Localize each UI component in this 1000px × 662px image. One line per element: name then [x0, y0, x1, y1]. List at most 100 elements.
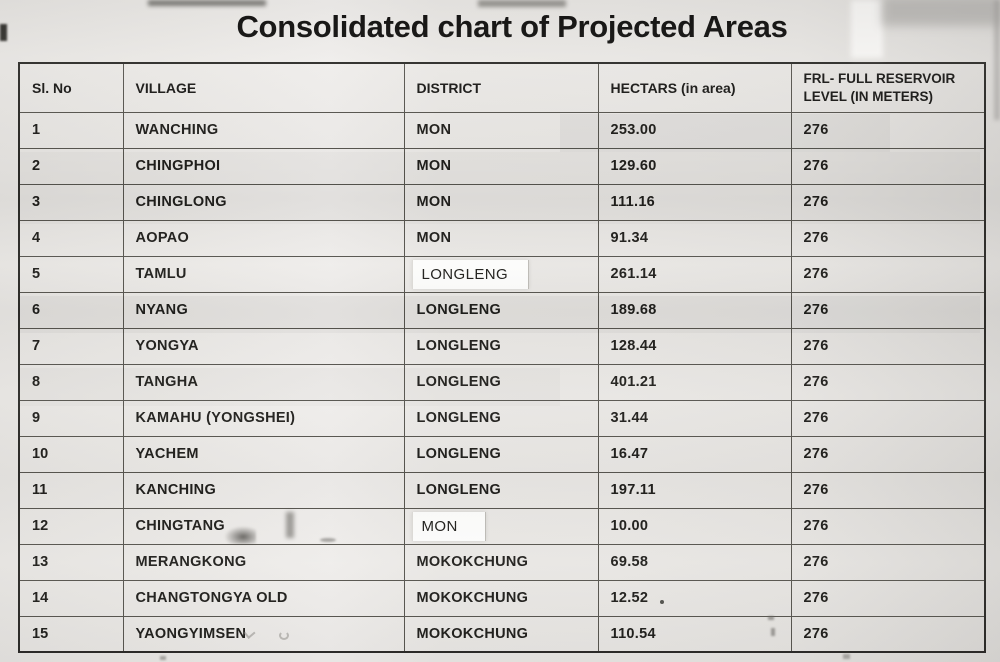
serial-cell: 8 — [18, 363, 124, 401]
district-cell: LONGLENG — [403, 327, 599, 365]
serial-cell: 12 — [18, 507, 124, 545]
hectars-cell: 111.16 — [597, 183, 792, 221]
serial-cell: 9 — [18, 399, 124, 437]
serial-cell: 4 — [18, 219, 124, 257]
village-cell: TANGHA — [122, 363, 405, 401]
header-district: DISTRICT — [403, 62, 599, 113]
frl-cell: 276 — [790, 471, 986, 509]
district-cell: LONGLENG — [403, 471, 599, 509]
serial-cell: 5 — [18, 255, 124, 293]
hectars-cell: 110.54 — [597, 615, 792, 653]
village-cell: YAONGYIMSEN — [122, 615, 405, 653]
district-cell: MON — [403, 507, 599, 545]
hectars-cell: 401.21 — [597, 363, 792, 401]
serial-cell: 7 — [18, 327, 124, 365]
header-row: Sl. No VILLAGE DISTRICT HECTARS (in area… — [18, 62, 986, 113]
village-cell: CHANGTONGYA OLD — [122, 579, 405, 617]
header-village: VILLAGE — [122, 62, 405, 113]
hectars-cell: 189.68 — [597, 291, 792, 329]
frl-cell: 276 — [790, 219, 986, 257]
frl-cell: 276 — [790, 399, 986, 437]
hectars-cell: 197.11 — [597, 471, 792, 509]
scan-artifact — [478, 0, 566, 7]
serial-cell: 15 — [18, 615, 124, 653]
frl-cell: 276 — [790, 183, 986, 221]
district-cell: MON — [403, 111, 599, 149]
hectars-cell: 69.58 — [597, 543, 792, 581]
serial-cell: 14 — [18, 579, 124, 617]
village-cell: AOPAO — [122, 219, 405, 257]
table-body: 1 WANCHING MON 253.00 276 2 CHINGPHOI MON 129.60… — [18, 111, 986, 653]
page-title: Consolidated chart of Projected Areas — [236, 9, 788, 44]
village-cell: CHINGTANG — [122, 507, 405, 545]
hectars-cell: 12.52 — [597, 579, 792, 617]
frl-cell: 276 — [790, 543, 986, 581]
correction-patch: MON — [411, 511, 486, 541]
serial-cell: 3 — [18, 183, 124, 221]
serial-cell: 2 — [18, 147, 124, 185]
frl-cell: 276 — [790, 291, 986, 329]
village-cell: NYANG — [122, 291, 405, 329]
table-row: 9 KAMAHU (YONGSHEI) LONGLENG 31.44 276 — [18, 399, 986, 437]
village-cell: CHINGLONG — [122, 183, 405, 221]
frl-cell: 276 — [790, 255, 986, 293]
serial-cell: 10 — [18, 435, 124, 473]
district-cell: LONGLENG — [403, 255, 599, 293]
table-row: 3 CHINGLONG MON 111.16 276 — [18, 183, 986, 221]
frl-cell: 276 — [790, 327, 986, 365]
table-row: 13 MERANGKONG MOKOKCHUNG 69.58 276 — [18, 543, 986, 581]
correction-patch: LONGLENG — [411, 259, 530, 289]
projected-areas-table: Sl. No VILLAGE DISTRICT HECTARS (in area… — [18, 62, 986, 653]
serial-cell: 1 — [18, 111, 124, 149]
frl-cell: 276 — [790, 363, 986, 401]
district-cell: LONGLENG — [403, 399, 599, 437]
district-cell: LONGLENG — [403, 435, 599, 473]
ink-smudge — [160, 656, 166, 660]
serial-cell: 13 — [18, 543, 124, 581]
table-row: 5 TAMLU LONGLENG 261.14 276 — [18, 255, 986, 293]
table-row: 7 YONGYA LONGLENG 128.44 276 — [18, 327, 986, 365]
header-frl: FRL- FULL RESERVOIR LEVEL (IN METERS) — [790, 62, 986, 113]
village-cell: WANCHING — [122, 111, 405, 149]
village-cell: MERANGKONG — [122, 543, 405, 581]
district-cell: MOKOKCHUNG — [403, 615, 599, 653]
district-cell: MOKOKCHUNG — [403, 579, 599, 617]
table-row: 12 CHINGTANG MON 10.00 276 — [18, 507, 986, 545]
village-cell: YACHEM — [122, 435, 405, 473]
table-row: 10 YACHEM LONGLENG 16.47 276 — [18, 435, 986, 473]
district-cell: MON — [403, 183, 599, 221]
table-row: 11 KANCHING LONGLENG 197.11 276 — [18, 471, 986, 509]
hectars-cell: 91.34 — [597, 219, 792, 257]
district-cell: MON — [403, 219, 599, 257]
hectars-cell: 31.44 — [597, 399, 792, 437]
hectars-cell: 16.47 — [597, 435, 792, 473]
village-cell: YONGYA — [122, 327, 405, 365]
village-cell: KANCHING — [122, 471, 405, 509]
table-row: 14 CHANGTONGYA OLD MOKOKCHUNG 12.52 276 — [18, 579, 986, 617]
table-header: Sl. No VILLAGE DISTRICT HECTARS (in area… — [18, 62, 986, 113]
village-cell: TAMLU — [122, 255, 405, 293]
table-row: 1 WANCHING MON 253.00 276 — [18, 111, 986, 149]
frl-cell: 276 — [790, 579, 986, 617]
serial-cell: 6 — [18, 291, 124, 329]
district-cell: LONGLENG — [403, 363, 599, 401]
frl-cell: 276 — [790, 147, 986, 185]
village-cell: CHINGPHOI — [122, 147, 405, 185]
hectars-cell: 129.60 — [597, 147, 792, 185]
frl-cell: 276 — [790, 615, 986, 653]
village-cell: KAMAHU (YONGSHEI) — [122, 399, 405, 437]
table-row: 8 TANGHA LONGLENG 401.21 276 — [18, 363, 986, 401]
header-hectars: HECTARS (in area) — [597, 62, 792, 113]
table-row: 6 NYANG LONGLENG 189.68 276 — [18, 291, 986, 329]
district-cell: MOKOKCHUNG — [403, 543, 599, 581]
serial-cell: 11 — [18, 471, 124, 509]
frl-cell: 276 — [790, 435, 986, 473]
table-row: 15 YAONGYIMSEN MOKOKCHUNG 110.54 276 — [18, 615, 986, 653]
table-row: 4 AOPAO MON 91.34 276 — [18, 219, 986, 257]
hectars-cell: 261.14 — [597, 255, 792, 293]
district-cell: LONGLENG — [403, 291, 599, 329]
district-cell: MON — [403, 147, 599, 185]
header-serial: Sl. No — [18, 62, 124, 113]
hectars-cell: 253.00 — [597, 111, 792, 149]
hectars-cell: 128.44 — [597, 327, 792, 365]
